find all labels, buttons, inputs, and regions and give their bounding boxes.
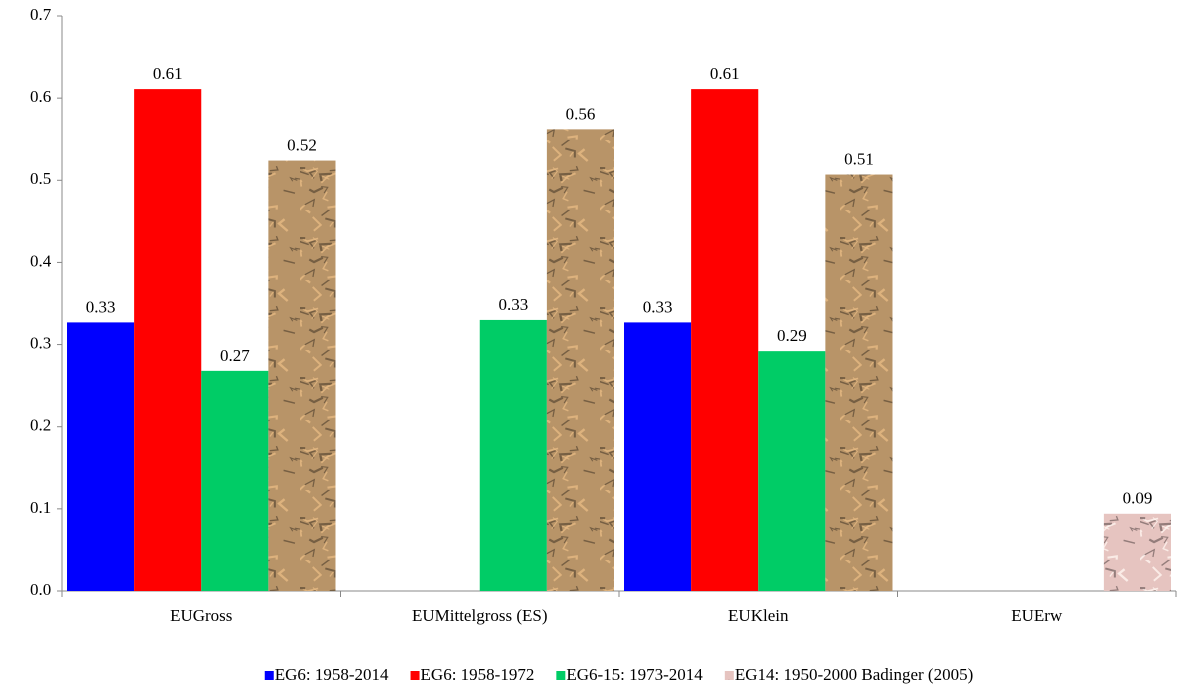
y-tick-label: 0.6: [30, 87, 51, 106]
legend: EG6: 1958-2014 EG6: 1958-1972 EG6-15: 1973…: [264, 665, 973, 684]
legend-swatch: [410, 671, 420, 680]
data-label: 0.33: [86, 297, 116, 316]
y-tick-label: 0.4: [30, 251, 52, 270]
legend-swatch: [556, 671, 566, 680]
data-label: 0.61: [153, 64, 183, 83]
legend-label: EG14: 1950-2000 Badinger (2005): [735, 665, 973, 684]
data-label: 0.51: [844, 149, 874, 168]
y-tick-label: 0.2: [30, 416, 51, 435]
x-tick-label: EUErw: [1011, 606, 1063, 625]
data-label: 0.61: [710, 64, 740, 83]
x-tick-label: EUGross: [170, 606, 232, 625]
y-tick-label: 0.0: [30, 580, 51, 599]
data-label: 0.56: [566, 104, 596, 123]
y-tick-label: 0.1: [30, 498, 51, 517]
data-label: 0.27: [220, 346, 250, 365]
bar: [134, 89, 202, 591]
x-tick-label: EUMittelgross (ES): [412, 606, 548, 625]
data-label: 0.09: [1123, 489, 1153, 508]
y-tick-label: 0.7: [30, 5, 52, 24]
bar: [268, 160, 336, 592]
legend-swatch: [724, 671, 734, 680]
y-tick-label: 0.5: [30, 169, 51, 188]
data-label: 0.33: [498, 295, 528, 314]
legend-label: EG6-15: 1973-2014: [566, 665, 703, 684]
legend-label: EG6: 1958-2014: [275, 665, 389, 684]
bar: [201, 370, 269, 591]
data-label: 0.33: [643, 297, 673, 316]
bar: [758, 351, 826, 591]
y-tick-label: 0.3: [30, 333, 51, 352]
data-label: 0.29: [777, 326, 807, 345]
legend-label: EG6: 1958-1972: [421, 665, 535, 684]
x-tick-label: EUKlein: [728, 606, 789, 625]
bar: [691, 89, 759, 591]
bar: [825, 174, 893, 592]
bar: [546, 129, 614, 591]
bar: [67, 322, 135, 591]
bar: [479, 319, 547, 591]
legend-swatch: [264, 671, 274, 680]
bar: [624, 322, 692, 591]
bar: [1103, 513, 1171, 591]
data-label: 0.52: [287, 135, 317, 154]
